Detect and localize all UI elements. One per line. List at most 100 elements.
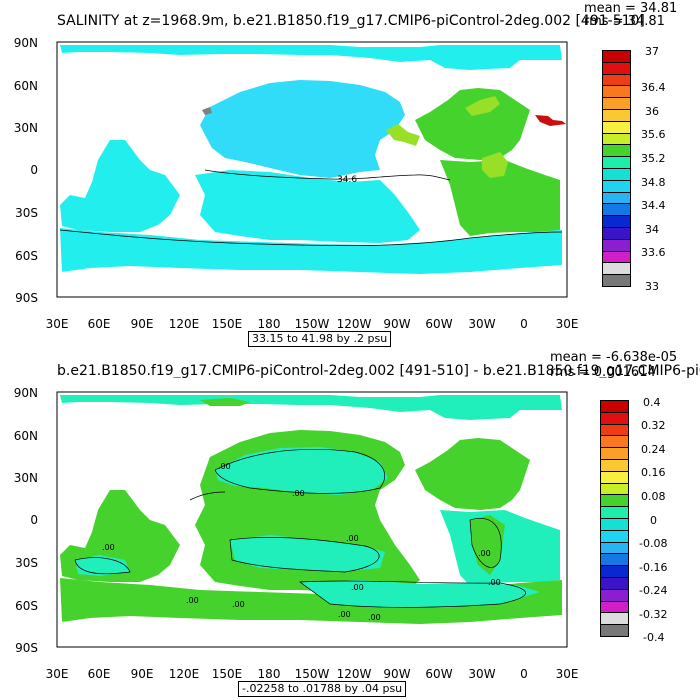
bottom-map-frame [56, 391, 568, 648]
bottom-contour-label-11: .00 [488, 578, 501, 587]
top-cb-label-364: 36.4 [641, 81, 666, 94]
top-lon-30e-end: 30E [555, 317, 579, 331]
top-lon-90w: 90W [383, 317, 411, 331]
bottom-contour-label-5: .00 [351, 583, 364, 592]
bottom-lon-120w: 120W [336, 667, 372, 681]
top-lon-180: 180 [257, 317, 281, 331]
bottom-cb-swatch-19 [600, 624, 629, 637]
top-lon-120w: 120W [336, 317, 372, 331]
bottom-cb-label-5: 0 [650, 514, 657, 527]
top-contour-label: 34.6 [337, 175, 357, 185]
bottom-arctic-green [200, 398, 250, 406]
top-lat-90n: 90N [13, 36, 38, 50]
bottom-lon-30w: 30W [468, 667, 496, 681]
top-lat-90s: 90S [15, 291, 38, 305]
top-panel-title: SALINITY at z=1968.9m, b.e21.B1850.f19_g… [57, 13, 645, 29]
top-cb-label-33: 33 [645, 280, 659, 293]
top-cb-label-356: 35.6 [641, 128, 666, 141]
top-cb-label-336: 33.6 [641, 246, 666, 259]
bottom-antarctic-land [57, 620, 567, 647]
top-lat-0: 0 [30, 163, 38, 177]
bottom-lat-90s: 90S [15, 641, 38, 655]
top-grey-spot [202, 107, 212, 115]
bottom-lon-30e-end: 30E [555, 667, 579, 681]
bottom-colorbar [600, 400, 629, 637]
bottom-contour-label-4: .00 [102, 543, 115, 552]
bottom-panel-title: b.e21.B1850.f19_g17.CMIP6-piControl-2deg… [57, 364, 700, 378]
top-lon-90e: 90E [130, 317, 154, 331]
top-cb-label-34: 34 [645, 223, 659, 236]
bottom-rms-stat: rms = 0.001614 [550, 365, 656, 380]
bottom-lat-60s: 60S [15, 599, 38, 613]
top-cb-label-37: 37 [645, 45, 659, 58]
top-cb-label-352: 35.2 [641, 152, 666, 165]
bottom-cb-label-6: -0.08 [639, 537, 668, 550]
bottom-lon-150e: 150E [211, 667, 243, 681]
top-cb-label-344: 34.4 [641, 199, 666, 212]
bottom-contour-1 [214, 449, 385, 494]
bottom-lon-90w: 90W [383, 667, 411, 681]
top-lon-0: 0 [520, 317, 528, 331]
top-lat-30n: 30N [13, 121, 38, 135]
top-cb-label-36: 36 [645, 105, 659, 118]
top-lon-30w: 30W [468, 317, 496, 331]
bottom-lon-60e: 60E [87, 667, 111, 681]
bottom-southern-ocean [60, 578, 562, 624]
bottom-contour-label-9: .00 [368, 613, 381, 622]
top-gulf-green [465, 96, 500, 116]
bottom-contour-label-7: .00 [232, 600, 245, 609]
bottom-atlantic [415, 438, 530, 510]
top-lat-60n: 60N [13, 79, 38, 93]
top-caribbean-green [386, 124, 420, 146]
top-lon-60w: 60W [425, 317, 453, 331]
top-antarctic-land [57, 270, 567, 297]
top-pacific-south [195, 170, 420, 243]
bottom-lon-150w: 150W [294, 667, 330, 681]
top-lon-150w: 150W [294, 317, 330, 331]
bottom-lat-30n: 30N [13, 471, 38, 485]
bottom-lat-90n: 90N [13, 386, 38, 400]
top-contour-south [59, 229, 563, 247]
bottom-contour-2 [229, 536, 380, 573]
bottom-southern-teal [300, 580, 540, 608]
top-lon-30e: 30E [45, 317, 69, 331]
bottom-range-info: -.02258 to .01788 by .04 psu [238, 681, 407, 697]
bottom-contour-label-6: .00 [186, 596, 199, 605]
bottom-cb-label-1: 0.32 [641, 419, 666, 432]
top-lon-150e: 150E [211, 317, 243, 331]
bottom-cb-label-0: 0.4 [643, 396, 661, 409]
top-arctic-ocean [60, 45, 562, 70]
top-atlantic-north [415, 88, 530, 160]
bottom-cb-label-3: 0.16 [641, 466, 666, 479]
bottom-lat-30s: 30S [15, 556, 38, 570]
bottom-contour-6 [189, 491, 226, 501]
top-range-info: 33.15 to 41.98 by .2 psu [248, 331, 392, 347]
bottom-atlantic-green-strip [470, 515, 505, 575]
bottom-lon-120e: 120E [168, 667, 200, 681]
top-cb-label-348: 34.8 [641, 176, 666, 189]
bottom-contour-label-10: .00 [478, 549, 491, 558]
bottom-mean-stat: mean = -6.638e-05 [550, 350, 678, 365]
bottom-contour-label-8: .00 [338, 610, 351, 619]
bottom-contour-label-1: .00 [218, 462, 231, 471]
bottom-cb-label-8: -0.24 [639, 584, 668, 597]
top-contour-line [204, 169, 451, 181]
top-mean-stat: mean = 34.81 [584, 1, 678, 16]
bottom-cb-label-7: -0.16 [639, 561, 668, 574]
bottom-lat-0: 0 [30, 513, 38, 527]
top-pacific-north [200, 80, 405, 178]
bottom-pacific-teal-north [215, 447, 388, 495]
top-map-frame [56, 41, 568, 298]
bottom-lon-180: 180 [257, 667, 281, 681]
top-mediterranean-high [535, 115, 566, 126]
bottom-cb-label-4: 0.08 [641, 490, 666, 503]
bottom-contour-label-3: .00 [346, 534, 359, 543]
bottom-lat-60n: 60N [13, 429, 38, 443]
top-lon-60e: 60E [87, 317, 111, 331]
bottom-indian-teal [75, 555, 130, 576]
bottom-lon-60w: 60W [425, 667, 453, 681]
top-atlantic-south [440, 160, 560, 236]
bottom-cb-label-2: 0.24 [641, 443, 666, 456]
